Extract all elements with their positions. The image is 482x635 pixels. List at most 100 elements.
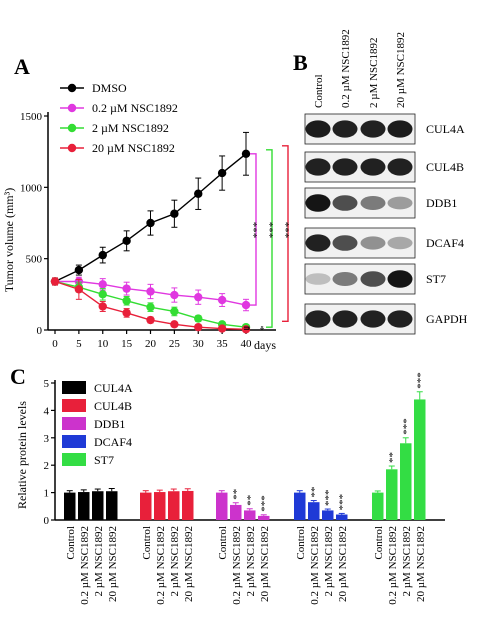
panel-c-bars: **** ***** *** *********** — [64, 372, 427, 520]
data-point — [74, 265, 84, 275]
significance-stars: ** — [231, 489, 243, 500]
panel-a-y-ticks: 0 500 1000 1500 — [20, 111, 48, 337]
panel-b-lane-labels: Control 0.2 µM NSC1892 2 µM NSC1892 20 µM N… — [313, 29, 407, 108]
y-tick-label: 1000 — [20, 182, 43, 194]
blot-band — [360, 310, 386, 328]
x-tick-label: 0 — [52, 338, 58, 350]
blot-band — [305, 158, 331, 176]
data-point — [170, 320, 179, 329]
blot-band — [360, 120, 386, 138]
bar-group-st7: ******** — [372, 372, 427, 520]
blot-gapdh: GAPDH — [304, 303, 468, 335]
legend-label: ST7 — [94, 453, 114, 467]
blot-ddb1: DDB1 — [304, 187, 457, 219]
significance-stars: *** — [279, 222, 291, 239]
blot-band — [305, 310, 331, 328]
x-category-label: 0.2 µM NSC1892 — [231, 526, 243, 605]
data-point — [122, 236, 131, 246]
blot-cul4a: CUL4A — [304, 113, 465, 145]
significance-stars: ** — [245, 495, 257, 506]
bar — [258, 515, 270, 520]
bar — [168, 491, 180, 520]
y-tick-label: 1 — [44, 488, 50, 500]
blot-band — [360, 236, 386, 250]
x-category-label: 20 µM NSC1892 — [259, 526, 271, 602]
legend-label: CUL4A — [94, 381, 133, 395]
x-category-label: 0.2 µM NSC1892 — [155, 526, 167, 605]
bar — [64, 492, 76, 520]
panel-a-y-label: Tumor volume (mm³) — [2, 188, 16, 293]
significance-stars: *** — [247, 222, 259, 239]
blot-label: CUL4A — [426, 122, 465, 136]
legend-label: 2 µM NSC1892 — [92, 121, 169, 135]
x-category-label: Control — [141, 526, 153, 560]
x-category-label: 20 µM NSC1892 — [337, 526, 349, 602]
panel-c-legend: CUL4A CUL4B DDB1 DCAF4 ST7 — [62, 381, 133, 467]
significance-stars: ** — [387, 452, 399, 463]
significance-stars: *** — [337, 494, 349, 511]
legend-swatch — [62, 417, 86, 430]
panel-c-y-ticks: 0 1 2 3 4 5 — [44, 378, 55, 527]
x-category-label: 2 µM NSC1892 — [323, 526, 335, 597]
panel-b-letter: B — [293, 50, 308, 75]
bar-group-cul4b — [140, 488, 194, 520]
x-tick-label: 30 — [193, 338, 205, 350]
panel-a-legend: DMSO 0.2 µM NSC1892 2 µM NSC1892 20 µM NSC1… — [60, 81, 178, 155]
blot-st7: ST7 — [304, 263, 446, 295]
significance-star-single: * — [254, 326, 266, 332]
bar — [182, 490, 194, 520]
panel-c-x-labels: Control 0.2 µM NSC1892 2 µM NSC1892 20 µM N… — [65, 526, 427, 605]
legend-swatch — [62, 399, 86, 412]
data-point — [122, 308, 131, 318]
x-tick-label: 35 — [217, 338, 229, 350]
bar-group-ddb1: **** *** — [216, 489, 271, 520]
x-category-label: Control — [65, 526, 77, 560]
blot-band — [305, 194, 331, 212]
significance-bracket — [250, 153, 257, 306]
bar — [140, 492, 152, 520]
data-point — [98, 302, 107, 311]
legend-label: DDB1 — [94, 417, 125, 431]
legend-label: DCAF4 — [94, 435, 132, 449]
x-category-label: 2 µM NSC1892 — [169, 526, 181, 597]
data-point — [170, 307, 179, 316]
legend-label: CUL4B — [94, 399, 132, 413]
bar — [308, 502, 320, 520]
y-tick-label: 5 — [44, 378, 50, 390]
y-tick-label: 3 — [44, 433, 50, 445]
data-point — [98, 290, 107, 299]
blot-band — [387, 236, 413, 250]
legend-marker — [67, 83, 77, 93]
significance-stars: *** — [415, 372, 427, 389]
panel-a-x-ticks: 0 5 10 15 20 25 30 35 40 — [52, 330, 252, 350]
data-point — [170, 209, 179, 218]
blot-band — [332, 310, 358, 328]
legend-marker — [67, 123, 77, 133]
bar — [400, 443, 412, 520]
data-point — [146, 315, 155, 325]
legend-swatch — [62, 381, 86, 394]
significance-bracket — [266, 149, 273, 328]
blot-band — [387, 158, 413, 176]
blot-band — [305, 120, 331, 138]
bar — [294, 492, 306, 520]
blot-band — [332, 158, 358, 176]
data-point — [122, 284, 131, 293]
significance-stars: *** — [263, 222, 275, 239]
bar — [244, 510, 256, 520]
data-point — [241, 300, 251, 310]
blot-band — [332, 272, 358, 286]
bar — [386, 469, 398, 520]
bar — [414, 399, 426, 520]
bar — [216, 492, 228, 520]
data-point — [146, 218, 155, 228]
bar — [92, 491, 104, 520]
data-point — [170, 290, 179, 300]
data-point — [122, 296, 131, 305]
blot-dcaf4: DCAF4 — [304, 227, 464, 259]
data-point — [194, 189, 203, 198]
blot-band — [360, 271, 386, 287]
significance-stars: *** — [323, 490, 335, 507]
blot-band — [387, 196, 413, 210]
x-tick-label: 25 — [169, 338, 181, 350]
